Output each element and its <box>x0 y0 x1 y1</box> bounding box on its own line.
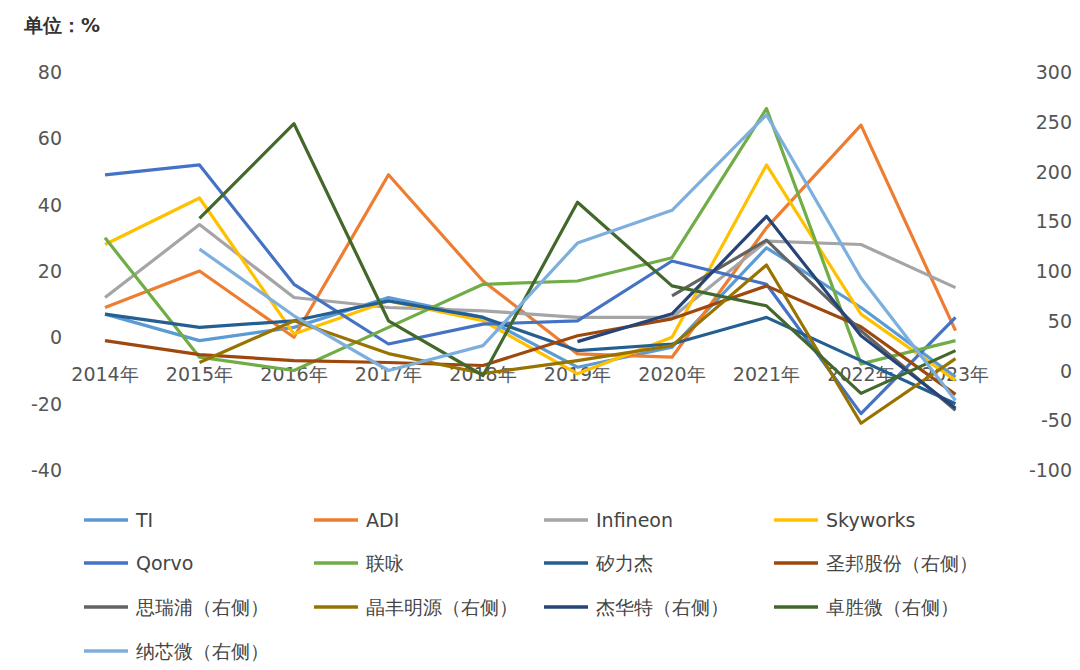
series-line <box>105 109 956 371</box>
x-tick-label: 2017年 <box>355 363 422 385</box>
legend-swatch <box>774 561 818 565</box>
legend-label: Infineon <box>596 509 673 531</box>
series-line <box>200 265 956 423</box>
y-tick-label: -40 <box>31 459 62 481</box>
legend-swatch <box>84 605 128 609</box>
series-line <box>105 301 956 404</box>
legend-label: 联咏 <box>366 552 404 574</box>
legend-swatch <box>774 518 818 522</box>
legend-label: Skyworks <box>826 509 916 531</box>
y-tick-label: -20 <box>31 393 62 415</box>
series-line <box>105 286 956 395</box>
y-tick-label: 0 <box>50 326 62 348</box>
legend-label: TI <box>135 509 153 531</box>
y2-tick-label: -100 <box>1029 459 1072 481</box>
unit-label: 单位：% <box>23 14 100 36</box>
legend-label: 思瑞浦（右侧） <box>135 596 269 618</box>
y2-tick-label: 200 <box>1036 161 1072 183</box>
legend-label: 矽力杰 <box>595 552 653 574</box>
y2-tick-label: 100 <box>1036 260 1072 282</box>
legend-swatch <box>774 605 818 609</box>
y-tick-label: 20 <box>38 260 62 282</box>
legend-label: Qorvo <box>136 552 193 574</box>
series-line <box>672 240 956 410</box>
y-tick-label: 40 <box>38 194 62 216</box>
legend-swatch <box>544 518 588 522</box>
legend-swatch <box>314 561 358 565</box>
x-tick-label: 2014年 <box>71 363 138 385</box>
legend-swatch <box>544 561 588 565</box>
chart: 单位：% -40 -20 0 20 40 60 80 -100 -50 0 50 100 150 200 25… <box>0 0 1080 670</box>
y2-tick-label: 150 <box>1036 210 1072 232</box>
legend-label: 纳芯微（右侧） <box>136 640 269 662</box>
legend-label: 卓胜微（右侧） <box>826 596 959 618</box>
legend-label: 杰华特（右侧） <box>596 596 729 618</box>
legend-swatch <box>314 605 358 609</box>
y-tick-label: 60 <box>38 127 62 149</box>
legend-swatch <box>84 561 128 565</box>
y-tick-label: 80 <box>38 61 62 83</box>
legend-label: ADI <box>366 509 399 531</box>
y2-tick-label: -50 <box>1041 409 1072 431</box>
legend-swatch <box>314 518 358 522</box>
plot-lines <box>105 109 956 424</box>
y2-tick-label: 300 <box>1036 61 1072 83</box>
y2-tick-label: 0 <box>1060 360 1072 382</box>
legend-swatch <box>544 605 588 609</box>
legend-label: 晶丰明源（右侧） <box>366 596 518 618</box>
series-line <box>200 115 956 401</box>
x-tick-label: 2021年 <box>733 363 800 385</box>
legend-label: 圣邦股份（右侧） <box>826 552 978 574</box>
x-tick-label: 2020年 <box>638 363 705 385</box>
series-line <box>200 124 956 394</box>
y2-tick-label: 50 <box>1048 310 1072 332</box>
legend-swatch <box>84 518 128 522</box>
series-line <box>578 216 956 408</box>
x-tick-label: 2015年 <box>166 363 233 385</box>
legend-swatch <box>84 649 128 653</box>
y2-tick-label: 250 <box>1036 111 1072 133</box>
